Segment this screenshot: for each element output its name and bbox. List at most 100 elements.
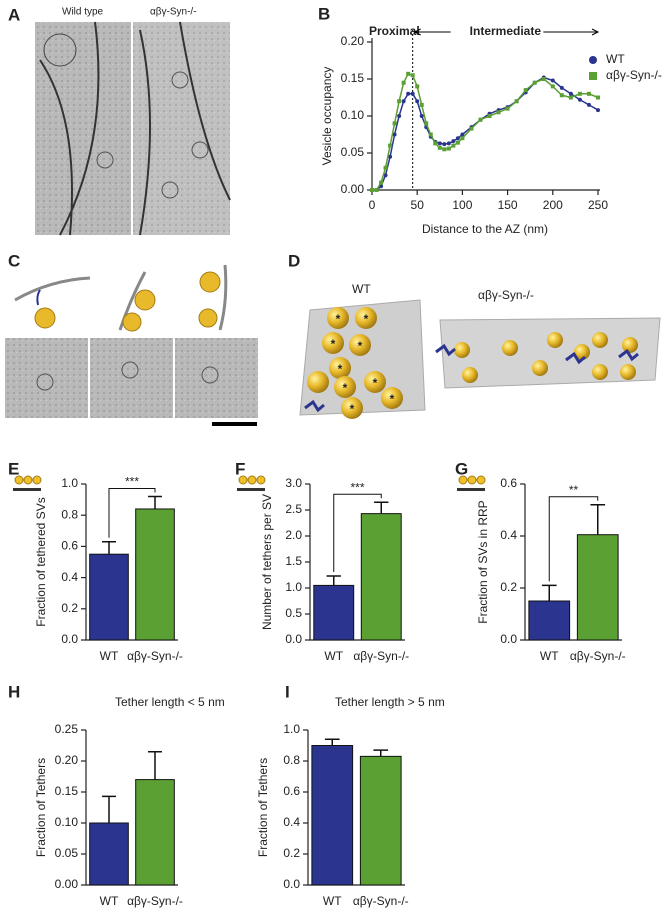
y-axis-label: Fraction of SVs in RRP [476,500,490,623]
vesicle [381,387,403,409]
panel-letter: E [8,459,19,478]
point [541,77,546,81]
y-tick-label: 0.25 [55,722,79,736]
point [374,188,379,192]
y-tick-label: 0.15 [55,784,79,798]
y-tick-label: 0.05 [55,846,79,860]
point [419,114,424,118]
tether [565,351,586,365]
vesicle [454,342,470,358]
micrograph [35,21,231,236]
image-label: αβγ-Syn-/- [478,288,534,302]
y-tick-label: 0.6 [283,784,300,798]
vesicle-marker: * [338,362,343,376]
y-tick-label: 0.4 [500,528,517,542]
y-tick-label: 0.0 [61,632,78,646]
point [419,102,424,107]
x-tick-label: 250 [588,198,608,212]
vesicle [547,332,563,348]
x-tick-label: 200 [543,198,563,212]
x-tick-label: WT [540,649,559,663]
x-tick-label: 50 [411,198,425,212]
vesicle [355,307,377,329]
point [397,114,402,118]
icon-vesicle [238,475,248,485]
point [596,108,600,113]
y-axis-label: Fraction of Tethers [256,758,270,857]
bar [528,600,571,641]
bar [135,779,175,886]
bar [359,755,402,886]
legend-marker [589,72,597,80]
significance-bracket [548,496,599,582]
legend-label: αβγ-Syn-/- [606,68,662,82]
point [460,132,465,137]
y-tick-label: 0.0 [285,632,302,646]
image-label: αβγ-Syn-/- [150,7,197,18]
point [401,99,406,104]
x-tick-label: αβγ-Syn-/- [127,649,183,663]
significance-label: *** [350,480,364,494]
vesicle [307,371,329,393]
point [451,139,456,144]
chart-title: Tether length < 5 nm [115,695,225,709]
point [388,154,393,159]
series-line [372,76,599,191]
chart-title: Tether length > 5 nm [335,695,445,709]
point [433,141,438,146]
significance-bracket [108,487,156,538]
point [496,110,501,115]
vesicle [620,364,636,380]
x-axis-label: Distance to the AZ (nm) [422,222,548,236]
error-bar [102,540,116,555]
icon-vesicle [23,475,33,485]
y-tick-label: 0.20 [55,753,79,767]
tether [618,348,639,362]
error-bar [324,738,340,746]
y-tick-label: 0.2 [283,846,300,860]
image-label: Wild type [62,7,104,18]
vesicle [334,376,356,398]
point [379,180,384,185]
vesicle [574,344,590,360]
point [550,78,555,83]
vesicle-marker: * [358,339,363,353]
point [455,140,460,145]
point [424,121,429,126]
panel-letter: I [285,682,290,701]
point [487,114,492,118]
y-tick-label: 0.4 [283,815,300,829]
point [559,85,564,90]
x-tick-label: WT [100,894,119,908]
schematic [5,264,258,426]
point [523,88,528,93]
error-bar [102,795,116,823]
panel-letter: H [8,682,20,701]
point [532,80,537,85]
y-tick-label: 0.05 [341,145,365,159]
point [388,143,393,148]
point [410,91,415,96]
vesicle-marker: * [350,402,355,416]
y-tick-label: 2.5 [285,502,302,516]
y-tick-label: 0.5 [285,606,302,620]
point [478,117,483,122]
icon-vesicle [476,475,486,485]
error-bar [148,495,162,509]
point [568,91,573,96]
bar [135,508,175,641]
point [446,141,451,146]
vesicle [341,397,363,419]
y-tick-label: 2.0 [285,528,302,542]
y-tick-label: 0.8 [61,507,78,521]
vesicle-marker: * [336,312,341,326]
point [550,84,555,89]
point [577,97,582,102]
error-bar [373,749,389,757]
point [415,99,420,104]
significance-bracket [333,493,382,573]
region-label: Proximal [369,24,420,38]
panel-letter: D [288,251,300,270]
y-tick-label: 0.0 [500,632,517,646]
region-label: Intermediate [470,24,542,38]
